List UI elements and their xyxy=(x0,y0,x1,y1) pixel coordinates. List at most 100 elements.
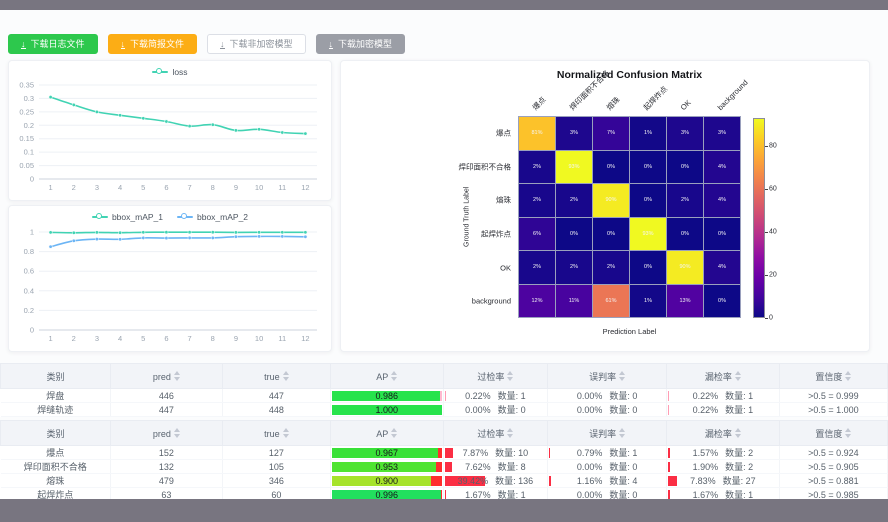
matrix-cell: 1% xyxy=(630,117,666,150)
ap-value: 0.967 xyxy=(375,447,399,458)
sort-caret-icon[interactable] xyxy=(282,370,289,381)
sort-caret-icon[interactable] xyxy=(507,370,514,381)
rate-count: 数量: 1 xyxy=(725,404,754,415)
matrix-cell-value: 2% xyxy=(570,197,578,204)
colorbar-tick-label: 60 xyxy=(769,185,777,193)
column-header-误判率[interactable]: 误判率 xyxy=(547,420,668,446)
pred-cell: 132 xyxy=(110,459,223,474)
legend-item-bbox_mAP_1[interactable]: bbox_mAP_1 xyxy=(91,212,163,222)
matrix-cell: 2% xyxy=(556,251,592,284)
rate-percent: 7.62% xyxy=(465,461,491,472)
sort-caret-icon[interactable] xyxy=(619,427,626,438)
matrix-col-label: 起焊炸点 xyxy=(641,84,670,112)
rate-percent: 0.00% xyxy=(465,404,491,415)
loss-chart-legend: loss xyxy=(9,61,331,79)
rate-percent: 1.90% xyxy=(692,461,719,472)
colorbar-tick-label: 80 xyxy=(769,142,777,150)
column-header-误判率[interactable]: 误判率 xyxy=(547,363,668,389)
metrics-tables: 类别 pred true AP 过检率 误判率 漏检率 置信度 焊盘 446 447 0.986 0.2… xyxy=(0,363,888,516)
sort-caret-icon[interactable] xyxy=(391,427,398,438)
legend-item-bbox_mAP_2[interactable]: bbox_mAP_2 xyxy=(177,212,248,222)
svg-text:12: 12 xyxy=(301,334,309,343)
rate-count: 数量: 1 xyxy=(725,390,754,401)
sort-caret-icon[interactable] xyxy=(391,370,398,381)
svg-text:10: 10 xyxy=(255,183,263,192)
misjudge-cell: 0.00% 数量: 0 xyxy=(547,402,668,417)
matrix-cell-value: 0% xyxy=(681,230,689,237)
sort-caret-icon[interactable] xyxy=(619,370,626,381)
sort-caret-icon[interactable] xyxy=(734,370,741,381)
table-row: 熔珠 479 346 0.900 39.42% 数量: 136 1.16% 数量: 4 7.83… xyxy=(0,473,888,488)
column-header-true[interactable]: true xyxy=(221,363,331,389)
top-band xyxy=(0,0,888,10)
matrix-cell-value: 0% xyxy=(644,197,652,204)
confusion-matrix-card: Normalized Confusion Matrix Ground Truth… xyxy=(340,60,870,352)
column-header-类别: 类别 xyxy=(0,363,111,389)
matrix-cell-value: 90% xyxy=(679,264,691,271)
matrix-cell: 2% xyxy=(667,184,703,217)
legend-item-loss[interactable]: loss xyxy=(152,67,188,77)
rate-percent: 0.22% xyxy=(692,404,719,415)
matrix-cell-value: 1% xyxy=(644,130,652,137)
pred-cell: 447 xyxy=(110,402,223,417)
matrix-cell-value: 3% xyxy=(681,130,689,137)
sort-caret-icon[interactable] xyxy=(173,427,180,438)
column-header-AP[interactable]: AP xyxy=(329,420,444,446)
sort-caret-icon[interactable] xyxy=(845,370,852,381)
matrix-col-label: 熔珠 xyxy=(604,95,622,112)
colorbar-tick-mark xyxy=(765,274,768,276)
column-header-漏检率[interactable]: 漏检率 xyxy=(666,420,780,446)
svg-text:8: 8 xyxy=(211,334,215,343)
download-icon: ↓ xyxy=(120,38,126,49)
matrix-col-label: background xyxy=(716,77,751,112)
svg-text:12: 12 xyxy=(301,183,309,192)
svg-text:0.4: 0.4 xyxy=(24,286,34,295)
rate-percent: 0.00% xyxy=(576,489,603,500)
column-header-pred[interactable]: pred xyxy=(109,420,223,446)
colorbar-tick-mark xyxy=(765,145,768,147)
column-header-漏检率[interactable]: 漏检率 xyxy=(666,363,780,389)
column-header-置信度[interactable]: 置信度 xyxy=(778,420,888,446)
ap-value: 0.900 xyxy=(375,475,399,486)
over-detect-cell: 7.87% 数量: 10 xyxy=(443,445,549,460)
class-name-cell: 熔珠 xyxy=(0,473,111,488)
download-log-button[interactable]: ↓ 下载日志文件 xyxy=(8,34,98,54)
ap-cell: 0.986 xyxy=(330,388,444,403)
download-report-button[interactable]: ↓ 下载简报文件 xyxy=(107,34,198,54)
column-header-过检率[interactable]: 过检率 xyxy=(442,363,549,389)
column-header-true[interactable]: true xyxy=(221,420,331,446)
column-header-label: 误判率 xyxy=(589,371,617,382)
svg-text:11: 11 xyxy=(278,334,286,343)
matrix-cell-value: 7% xyxy=(607,130,615,137)
sort-caret-icon[interactable] xyxy=(507,427,514,438)
ap-cell: 0.953 xyxy=(330,459,444,474)
column-header-置信度[interactable]: 置信度 xyxy=(778,363,888,389)
column-header-label: 类别 xyxy=(46,371,65,382)
svg-text:4: 4 xyxy=(118,334,122,343)
column-header-pred[interactable]: pred xyxy=(109,363,223,389)
column-header-AP[interactable]: AP xyxy=(329,363,444,389)
column-header-label: AP xyxy=(376,428,389,439)
matrix-cell-value: 6% xyxy=(533,230,541,237)
matrix-cell-value: 0% xyxy=(644,264,652,271)
rate-count: 数量: 1 xyxy=(497,390,526,401)
metrics-table-2: 类别 pred true AP 过检率 误判率 漏检率 置信度 爆点 152 127 0.967 7.8… xyxy=(0,420,888,513)
download-unencrypted-model-button[interactable]: ↓ 下载非加密模型 xyxy=(207,34,306,54)
button-label: 下载日志文件 xyxy=(30,38,85,49)
sort-caret-icon[interactable] xyxy=(734,427,741,438)
sort-caret-icon[interactable] xyxy=(845,427,852,438)
series-marker-icon xyxy=(91,213,108,221)
matrix-row-label: background xyxy=(471,296,511,306)
matrix-cell: 13% xyxy=(667,284,703,317)
loss-chart: 0 0.05 0.1 0.15 0.2 0.25 0.3 0.35 1 2 3 4 5 6 7 8 9 10 11 1… xyxy=(9,79,331,202)
matrix-cell: 0% xyxy=(593,150,629,183)
column-header-过检率[interactable]: 过检率 xyxy=(442,420,549,446)
matrix-cell: 0% xyxy=(593,217,629,250)
sort-caret-icon[interactable] xyxy=(173,370,180,381)
download-encrypted-model-button[interactable]: ↓ 下载加密模型 xyxy=(315,34,406,54)
matrix-cell-value: 2% xyxy=(533,163,541,170)
matrix-cell: 93% xyxy=(630,217,666,250)
matrix-cell-value: 1% xyxy=(644,297,652,304)
sort-caret-icon[interactable] xyxy=(282,427,289,438)
svg-text:3: 3 xyxy=(95,334,99,343)
